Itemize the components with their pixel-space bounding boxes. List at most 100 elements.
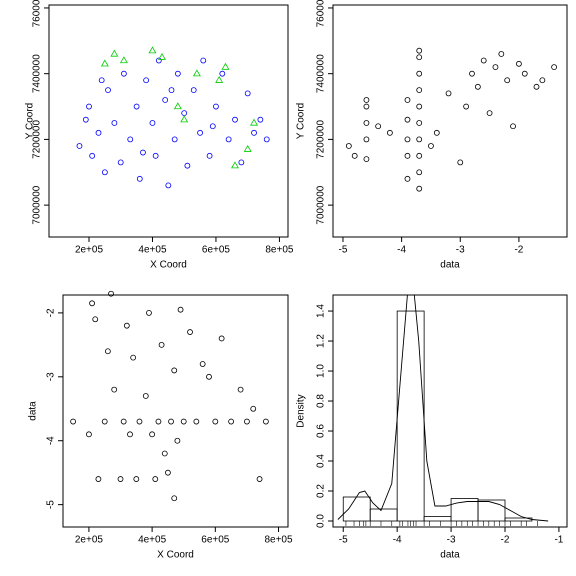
point	[136, 418, 143, 425]
point	[200, 57, 207, 64]
point	[206, 152, 213, 159]
point	[158, 341, 165, 348]
point	[180, 115, 189, 123]
point	[165, 469, 171, 476]
point	[404, 97, 411, 103]
point	[363, 103, 370, 110]
x-axis-label: data	[440, 260, 460, 271]
point	[181, 110, 188, 117]
bar	[369, 508, 398, 522]
y-tick-label: 7400000	[316, 54, 327, 93]
point	[120, 418, 127, 425]
point	[89, 152, 96, 159]
x-tick-label: 2e+05	[75, 245, 104, 256]
point	[244, 90, 251, 97]
point	[174, 70, 181, 77]
y-tick-label: 7600000	[316, 0, 327, 27]
point	[127, 431, 133, 438]
y-axis-label: Density	[296, 394, 307, 427]
point	[187, 329, 193, 335]
point	[101, 418, 108, 425]
point	[225, 136, 232, 143]
point	[219, 70, 226, 77]
point	[416, 103, 423, 110]
point	[215, 75, 224, 83]
point	[375, 123, 382, 130]
point	[404, 175, 411, 182]
panel: 2e+05 4e+05 6e+05 8e+05 -5 -4 -3 -2 X Coord data	[28, 290, 293, 561]
point	[95, 476, 102, 482]
point	[363, 97, 370, 103]
y-axis-label: Y Coord	[25, 103, 36, 140]
point	[152, 152, 159, 159]
x-tick-label: -4	[397, 245, 406, 256]
x-tick-label: 4e+05	[138, 245, 167, 256]
point	[155, 418, 162, 425]
point	[100, 59, 109, 67]
x-tick-label: -2	[501, 535, 510, 546]
x-axis-label: X Coord	[157, 550, 194, 561]
point	[149, 431, 156, 438]
point	[480, 57, 487, 64]
point	[190, 87, 197, 94]
y-tick-label: 0.4	[316, 454, 327, 468]
point	[416, 120, 423, 126]
point	[173, 102, 182, 110]
plot-box	[62, 294, 289, 528]
point	[363, 120, 370, 126]
y-tick-label: 1.0	[316, 364, 327, 378]
point	[165, 182, 172, 189]
point	[363, 136, 370, 143]
y-tick-label: 0.6	[316, 424, 327, 438]
point	[108, 290, 114, 297]
y-tick-label: 1.2	[316, 334, 327, 348]
point	[133, 476, 140, 482]
point	[171, 367, 178, 374]
x-tick-label: -3	[447, 535, 456, 546]
point	[142, 393, 149, 399]
point	[263, 136, 270, 143]
point	[404, 136, 411, 143]
point	[221, 62, 230, 70]
point	[533, 83, 540, 90]
point	[218, 335, 225, 342]
point	[130, 354, 137, 361]
point	[111, 120, 118, 126]
point	[92, 316, 99, 323]
y-axis-label: Y Coord	[296, 103, 307, 140]
y-tick-label: 7600000	[32, 0, 43, 27]
point	[174, 437, 181, 444]
x-tick-label: -1	[554, 535, 563, 546]
point	[416, 70, 423, 77]
point	[157, 52, 166, 60]
x-tick-label: 4e+05	[138, 535, 167, 546]
point	[121, 70, 127, 77]
point	[474, 83, 481, 90]
y-tick-label: 0.0	[316, 514, 327, 528]
x-axis-label: data	[440, 550, 460, 561]
plot-box	[48, 4, 289, 238]
point	[416, 136, 423, 143]
plot-box	[332, 4, 568, 238]
point	[232, 116, 238, 123]
point	[231, 161, 239, 169]
point	[416, 169, 423, 176]
x-tick-label: -5	[339, 245, 348, 256]
point	[101, 169, 108, 176]
x-tick-label: 8e+05	[264, 535, 293, 546]
x-tick-label: -2	[514, 245, 523, 256]
point	[148, 46, 157, 54]
point	[168, 87, 175, 94]
point	[504, 77, 511, 84]
x-tick-label: 6e+05	[202, 245, 231, 256]
point	[162, 97, 169, 103]
x-tick-label: -3	[456, 245, 465, 256]
point	[199, 361, 206, 367]
point	[345, 143, 352, 149]
point	[206, 373, 212, 380]
point	[209, 123, 216, 130]
y-tick-label: 0.2	[316, 484, 327, 498]
point	[539, 77, 546, 84]
point	[161, 450, 168, 457]
bar	[477, 499, 506, 522]
